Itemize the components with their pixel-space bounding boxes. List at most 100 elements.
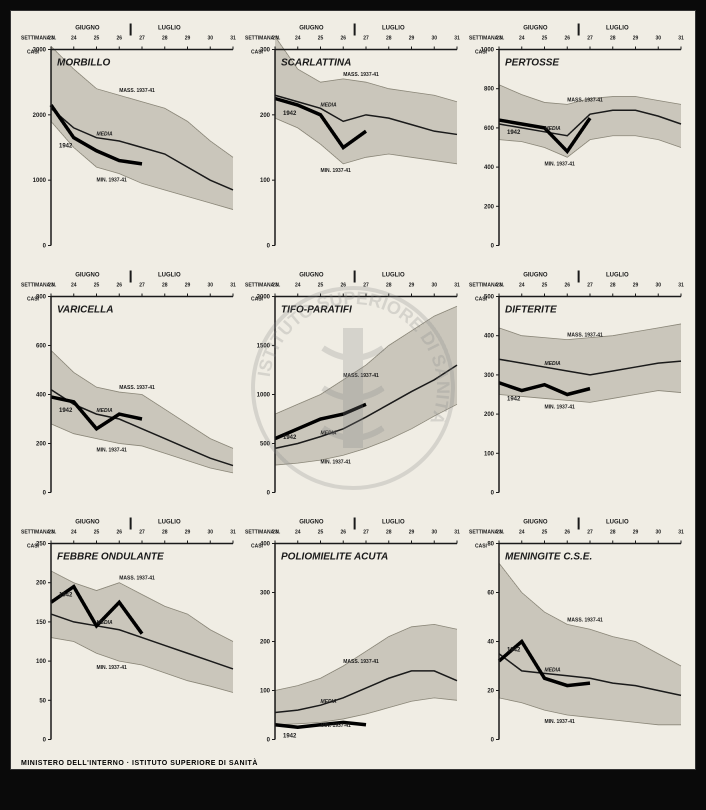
svg-text:500: 500 [484, 295, 495, 301]
svg-text:26: 26 [564, 283, 570, 289]
svg-text:MORBILLO: MORBILLO [57, 58, 111, 69]
svg-text:31: 31 [678, 36, 684, 42]
svg-text:25: 25 [94, 36, 100, 42]
svg-text:40: 40 [487, 640, 494, 646]
svg-text:MIN. 1937-41: MIN. 1937-41 [321, 723, 352, 729]
svg-text:24: 24 [519, 283, 525, 289]
chart-svg-1: GIUGNOLUGLIOSETTIMANA N.2324252627282930… [243, 19, 463, 262]
svg-text:1000: 1000 [33, 178, 47, 184]
svg-text:MEDIA: MEDIA [321, 431, 338, 437]
svg-text:300: 300 [260, 48, 271, 54]
svg-text:MENINGITE C.S.E.: MENINGITE C.S.E. [505, 552, 592, 563]
svg-text:29: 29 [633, 283, 639, 289]
svg-text:26: 26 [564, 530, 570, 536]
svg-text:0: 0 [491, 491, 495, 497]
svg-text:29: 29 [185, 530, 191, 536]
svg-text:0: 0 [267, 244, 271, 250]
svg-text:MEDIA: MEDIA [321, 699, 338, 705]
svg-text:200: 200 [260, 113, 271, 119]
svg-text:800: 800 [36, 295, 47, 301]
svg-text:30: 30 [207, 530, 213, 536]
svg-text:600: 600 [484, 126, 495, 132]
svg-text:23: 23 [272, 283, 278, 289]
chart-panel: GIUGNOLUGLIOSETTIMANA N.2324252627282930… [467, 19, 687, 262]
svg-text:GIUGNO: GIUGNO [299, 273, 324, 279]
svg-text:24: 24 [519, 530, 525, 536]
svg-text:GIUGNO: GIUGNO [75, 26, 100, 32]
svg-text:VARICELLA: VARICELLA [57, 305, 113, 316]
svg-text:0: 0 [43, 491, 47, 497]
svg-text:0: 0 [267, 738, 271, 744]
svg-text:25: 25 [318, 283, 324, 289]
svg-text:25: 25 [542, 283, 548, 289]
svg-text:80: 80 [487, 542, 494, 548]
svg-text:MASS. 1937-41: MASS. 1937-41 [343, 659, 379, 665]
svg-text:250: 250 [36, 542, 47, 548]
svg-text:24: 24 [295, 530, 301, 536]
svg-text:MEDIA: MEDIA [545, 667, 562, 673]
svg-text:30: 30 [207, 36, 213, 42]
svg-text:0: 0 [491, 738, 495, 744]
chart-panel: GIUGNOLUGLIOSETTIMANA N.2324252627282930… [19, 19, 239, 262]
svg-text:MASS. 1937-41: MASS. 1937-41 [343, 72, 379, 78]
svg-text:MIN. 1937-41: MIN. 1937-41 [97, 448, 128, 454]
svg-text:1942: 1942 [507, 648, 521, 654]
chart-svg-6: GIUGNOLUGLIOSETTIMANA N.2324252627282930… [19, 513, 239, 756]
svg-text:25: 25 [318, 530, 324, 536]
svg-text:1500: 1500 [257, 344, 271, 350]
svg-text:24: 24 [71, 283, 77, 289]
svg-text:23: 23 [48, 36, 54, 42]
svg-text:30: 30 [431, 530, 437, 536]
svg-text:28: 28 [162, 36, 168, 42]
svg-text:1942: 1942 [59, 408, 73, 414]
svg-text:31: 31 [678, 530, 684, 536]
svg-text:MASS. 1937-41: MASS. 1937-41 [119, 576, 155, 582]
svg-text:1942: 1942 [283, 111, 297, 117]
svg-text:30: 30 [207, 283, 213, 289]
svg-text:28: 28 [162, 283, 168, 289]
svg-text:LUGLIO: LUGLIO [158, 273, 181, 279]
svg-text:27: 27 [587, 36, 593, 42]
svg-text:MIN. 1937-41: MIN. 1937-41 [545, 404, 576, 410]
svg-text:28: 28 [610, 530, 616, 536]
chart-panel: GIUGNOLUGLIOSETTIMANA N.2324252627282930… [243, 513, 463, 756]
svg-text:29: 29 [409, 530, 415, 536]
svg-text:LUGLIO: LUGLIO [382, 273, 405, 279]
svg-text:26: 26 [116, 36, 122, 42]
svg-text:MIN. 1937-41: MIN. 1937-41 [545, 719, 576, 725]
chart-svg-7: GIUGNOLUGLIOSETTIMANA N.2324252627282930… [243, 513, 463, 756]
svg-text:MIN. 1937-41: MIN. 1937-41 [321, 459, 352, 465]
svg-text:28: 28 [386, 530, 392, 536]
svg-text:300: 300 [260, 591, 271, 597]
svg-text:LUGLIO: LUGLIO [382, 520, 405, 526]
svg-text:28: 28 [162, 530, 168, 536]
svg-text:MASS. 1937-41: MASS. 1937-41 [567, 617, 603, 623]
svg-text:26: 26 [340, 283, 346, 289]
svg-text:200: 200 [484, 412, 495, 418]
svg-text:MIN. 1937-41: MIN. 1937-41 [321, 168, 352, 174]
svg-text:29: 29 [185, 36, 191, 42]
svg-text:300: 300 [484, 373, 495, 379]
svg-text:500: 500 [260, 442, 271, 448]
svg-text:200: 200 [36, 442, 47, 448]
svg-text:MEDIA: MEDIA [97, 620, 114, 626]
svg-text:0: 0 [43, 244, 47, 250]
svg-text:MEDIA: MEDIA [97, 408, 114, 414]
svg-text:30: 30 [431, 36, 437, 42]
svg-text:DIFTERITE: DIFTERITE [505, 305, 557, 316]
svg-text:200: 200 [484, 204, 495, 210]
svg-text:31: 31 [230, 283, 236, 289]
svg-text:23: 23 [48, 530, 54, 536]
svg-text:29: 29 [409, 283, 415, 289]
svg-text:23: 23 [48, 283, 54, 289]
svg-text:29: 29 [633, 36, 639, 42]
svg-text:1942: 1942 [59, 144, 73, 150]
svg-text:0: 0 [491, 244, 495, 250]
svg-text:100: 100 [260, 689, 271, 695]
svg-text:MASS. 1937-41: MASS. 1937-41 [343, 373, 379, 379]
svg-text:50: 50 [39, 698, 46, 704]
svg-text:LUGLIO: LUGLIO [158, 520, 181, 526]
svg-text:100: 100 [36, 659, 47, 665]
svg-text:GIUGNO: GIUGNO [523, 520, 548, 526]
chart-svg-8: GIUGNOLUGLIOSETTIMANA N.2324252627282930… [467, 513, 687, 756]
